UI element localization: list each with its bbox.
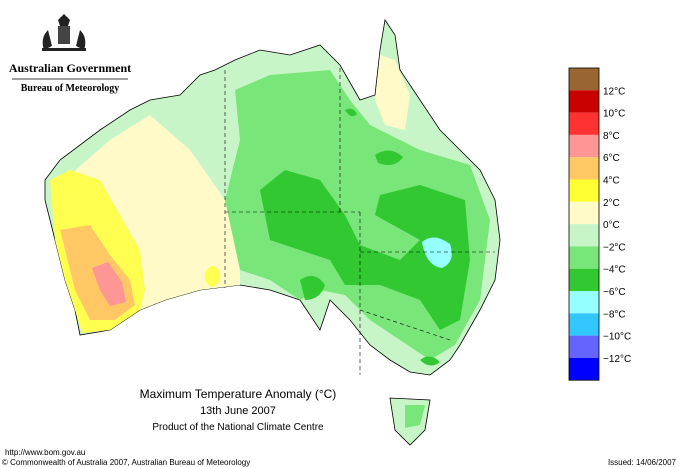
- legend-label: 10°C: [603, 109, 625, 120]
- bureau: Bureau of Meteorology: [21, 83, 120, 94]
- legend-swatch: [569, 224, 599, 247]
- legend-swatch: [569, 313, 599, 336]
- map: [44, 18, 501, 446]
- legend-label: 4°C: [603, 176, 620, 187]
- legend-label: −12°C: [603, 354, 631, 365]
- legend-frame: [568, 67, 600, 381]
- legend-swatch: [569, 90, 599, 113]
- legend-swatch: [569, 246, 599, 269]
- legend-swatch: [569, 268, 599, 291]
- government: Australian Government: [9, 61, 131, 75]
- caption-product: Product of the National Climate Centre: [152, 422, 324, 433]
- legend-label: 6°C: [603, 153, 620, 164]
- legend-label: 0°C: [603, 220, 620, 231]
- footer-copyright: © Commonwealth of Australia 2007, Austra…: [2, 458, 250, 467]
- legend-swatch: [569, 291, 599, 314]
- caption-date: 13th June 2007: [200, 405, 276, 417]
- legend-label: −4°C: [603, 265, 626, 276]
- legend: 12°C 10°C 8°C 6°C 4°C 2°C 0°C −2°C −4°C −6°C −8°C −…: [568, 67, 631, 381]
- legend-swatch: [569, 134, 599, 158]
- legend-swatch: [569, 357, 599, 381]
- legend-label: −10°C: [603, 332, 631, 343]
- legend-swatch: [569, 112, 599, 135]
- footer-url: http://www.bom.gov.au: [5, 448, 85, 457]
- caption-title: Maximum Temperature Anomaly (°C): [140, 387, 337, 401]
- legend-swatch: [569, 157, 599, 180]
- legend-label: 2°C: [603, 198, 620, 209]
- legend-label: 8°C: [603, 131, 620, 142]
- crest: [42, 14, 86, 51]
- legend-label: 12°C: [603, 86, 625, 97]
- legend-swatch: [569, 201, 599, 225]
- legend-swatch: [569, 68, 599, 91]
- footer-issued: Issued: 14/06/2007: [608, 458, 677, 467]
- legend-label: −6°C: [603, 287, 626, 298]
- legend-label: −2°C: [603, 242, 626, 253]
- legend-swatch: [569, 179, 599, 202]
- legend-label: −8°C: [603, 309, 626, 320]
- legend-swatch: [569, 335, 599, 358]
